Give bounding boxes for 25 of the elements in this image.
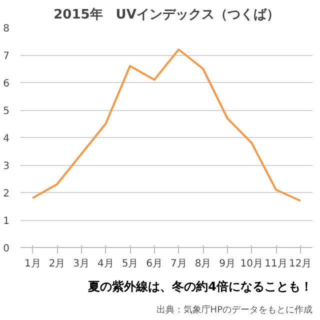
x-tick-label: 3月 — [73, 258, 90, 270]
source-note: 出典：気象庁HPのデータをもとに作成 — [156, 304, 313, 316]
text: 夏の紫外線は、冬の約4倍になることも！ — [87, 280, 313, 294]
y-tick-label: 2 — [3, 188, 10, 200]
x-tick-label: 2月 — [48, 258, 66, 270]
chart-title: 2015年 UVインデックス（つくば） — [54, 8, 280, 22]
x-tick-label: 9月 — [219, 258, 236, 270]
y-tick-label: 6 — [3, 78, 10, 90]
y-tick-label: 8 — [3, 24, 10, 34]
x-tick-label: 12月 — [288, 258, 312, 270]
y-tick-label: 4 — [3, 134, 10, 144]
y-tick-label: 1 — [3, 216, 10, 227]
x-tick-label: 10月 — [240, 258, 264, 270]
y-tick-label: 5 — [3, 106, 10, 117]
x-tick-label: 11月 — [264, 258, 288, 270]
y-tick-label: 0 — [3, 244, 10, 254]
x-tick-label: 7月 — [170, 258, 187, 270]
x-tick-label: 8月 — [194, 258, 212, 270]
x-tick-label: 6月 — [146, 258, 163, 270]
y-tick-label: 7 — [3, 51, 10, 62]
x-tick-label: 4月 — [97, 258, 114, 270]
y-tick-label: 3 — [3, 161, 10, 172]
x-tick-label: 5月 — [122, 258, 138, 270]
line-series — [32, 48, 302, 202]
x-tick-label: 1月 — [24, 258, 41, 270]
